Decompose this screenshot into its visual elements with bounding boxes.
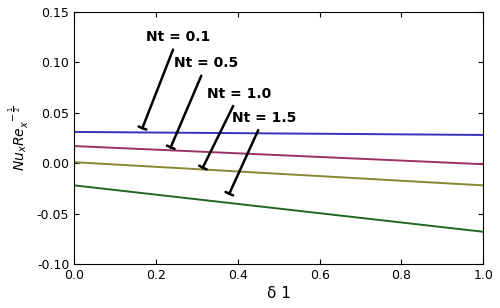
Y-axis label: $Nu_x Re_x^{\ -\frac{1}{2}}$: $Nu_x Re_x^{\ -\frac{1}{2}}$	[7, 105, 32, 171]
Text: Nt = 1.0: Nt = 1.0	[199, 87, 272, 169]
X-axis label: δ 1: δ 1	[266, 286, 290, 301]
Text: Nt = 0.5: Nt = 0.5	[167, 56, 238, 149]
Text: Nt = 1.5: Nt = 1.5	[226, 111, 296, 195]
Text: Nt = 0.1: Nt = 0.1	[138, 30, 210, 129]
